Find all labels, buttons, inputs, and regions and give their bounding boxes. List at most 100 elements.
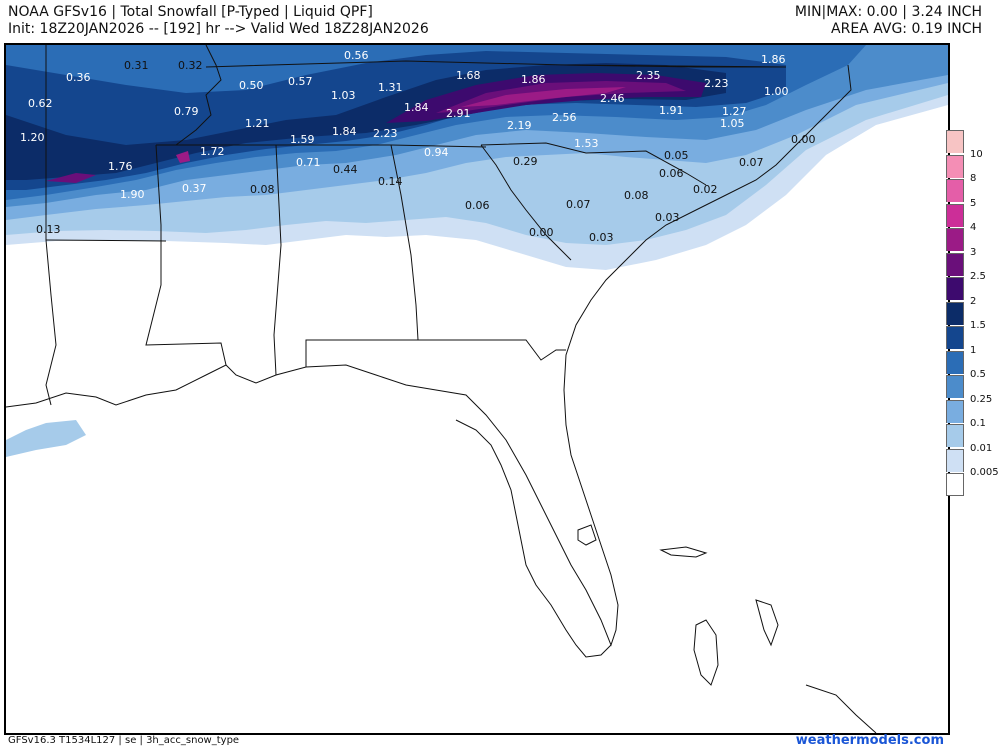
snowfall-value: 0.07 bbox=[566, 198, 591, 211]
init-valid-line: Init: 18Z20JAN2026 -- [192] hr --> Valid… bbox=[8, 21, 429, 37]
snowfall-value: 1.27 bbox=[722, 105, 747, 118]
snowfall-value: 0.08 bbox=[624, 189, 649, 202]
legend-swatch bbox=[946, 399, 964, 423]
min-max-value: MIN|MAX: 0.00 | 3.24 INCH bbox=[794, 4, 982, 20]
model-info: GFSv16.3 T1534L127 | se | 3h_acc_snow_ty… bbox=[8, 735, 240, 746]
va-nc-border bbox=[565, 64, 786, 68]
snowfall-value: 0.32 bbox=[178, 59, 203, 72]
la-ar-border bbox=[45, 239, 167, 242]
snowfall-value: 0.44 bbox=[333, 163, 358, 176]
snowfall-value: 2.19 bbox=[507, 119, 532, 132]
snowfall-value: 1.76 bbox=[108, 160, 133, 173]
legend-label: 1.5 bbox=[970, 320, 986, 331]
legend-swatch bbox=[946, 326, 964, 349]
area-average: AREA AVG: 0.19 INCH bbox=[831, 21, 982, 37]
snowfall-value: 1.00 bbox=[764, 85, 789, 98]
snowfall-value: 0.36 bbox=[66, 71, 91, 84]
bahamas-grand bbox=[659, 546, 708, 558]
al-ga-border bbox=[390, 144, 419, 341]
islands bbox=[577, 524, 877, 733]
legend-label: 0.1 bbox=[970, 418, 986, 429]
snowfall-value: 0.07 bbox=[739, 156, 764, 169]
snowfall-value: 1.72 bbox=[200, 145, 225, 158]
legend-swatch bbox=[946, 130, 964, 153]
snowfall-value: 1.84 bbox=[404, 101, 429, 114]
snowfall-value: 0.14 bbox=[378, 175, 403, 188]
legend-swatch bbox=[946, 301, 964, 325]
legend-swatch bbox=[946, 473, 964, 496]
snowfall-value: 0.03 bbox=[589, 231, 614, 244]
snowfall-value: 2.56 bbox=[552, 111, 577, 124]
snowfall-value: 0.00 bbox=[529, 226, 554, 239]
snowfall-value: 1.68 bbox=[456, 69, 481, 82]
brand-link[interactable]: weathermodels.com bbox=[795, 733, 944, 748]
tx-la-border bbox=[45, 239, 57, 406]
snowfall-value: 0.06 bbox=[659, 167, 684, 180]
map-canvas: 0.31 0.32 0.56 1.86 0.36 0.50 0.57 1.68 1.86 2.35… bbox=[6, 45, 948, 733]
florida-bottom bbox=[455, 419, 612, 658]
map-title: NOAA GFSv16 | Total Snowfall [P-Typed | … bbox=[8, 4, 373, 20]
snowfall-value: 1.91 bbox=[659, 104, 684, 117]
legend-swatch bbox=[946, 228, 964, 251]
legend-swatch bbox=[946, 350, 964, 374]
title-block: NOAA GFSv16 | Total Snowfall [P-Typed | … bbox=[8, 4, 429, 38]
snowfall-value: 1.53 bbox=[574, 137, 599, 150]
snowfall-value: 1.90 bbox=[120, 188, 145, 201]
snowfall-value: 0.57 bbox=[288, 75, 313, 88]
snowfall-value: 1.20 bbox=[20, 131, 45, 144]
snowfall-value: 0.03 bbox=[655, 211, 680, 224]
snowfall-value: 1.86 bbox=[761, 53, 786, 66]
snowfall-value: 0.00 bbox=[791, 133, 816, 146]
mo-bootheel bbox=[175, 45, 222, 146]
legend-label: 4 bbox=[970, 222, 977, 233]
legend-label: 3 bbox=[970, 246, 977, 258]
snowfall-value: 0.31 bbox=[124, 59, 149, 72]
cuba-outline bbox=[805, 684, 877, 733]
band-3-west bbox=[46, 173, 96, 183]
snowfall-value: 2.46 bbox=[600, 92, 625, 105]
legend-swatch bbox=[946, 277, 964, 300]
ms-al-border bbox=[273, 144, 282, 376]
gulf-border-ga-fl bbox=[305, 339, 566, 367]
snowfall-value: 2.91 bbox=[446, 107, 471, 120]
stats-block: MIN|MAX: 0.00 | 3.24 INCH AREA AVG: 0.19… bbox=[795, 4, 982, 38]
snowfall-value: 2.35 bbox=[636, 69, 661, 82]
legend-label: 0.005 bbox=[970, 467, 999, 478]
legend-swatch bbox=[946, 375, 964, 398]
band-3 bbox=[461, 87, 626, 107]
legend-label: 2.5 bbox=[970, 271, 986, 282]
snowfall-value: 0.02 bbox=[693, 183, 718, 196]
snowfall-value: 1.21 bbox=[245, 117, 270, 130]
snowfall-value: 1.86 bbox=[521, 73, 546, 86]
legend-label: 10 bbox=[970, 148, 983, 160]
tn-south-border bbox=[156, 144, 487, 148]
value-labels: 0.31 0.32 0.56 1.86 0.36 0.50 0.57 1.68 1.86 2.35… bbox=[20, 49, 816, 244]
boundaries bbox=[6, 45, 852, 658]
snowfall-value: 1.03 bbox=[331, 89, 356, 102]
legend-label: 2 bbox=[970, 295, 977, 307]
band-gulf-coast bbox=[6, 420, 86, 457]
legend-swatch bbox=[946, 252, 964, 276]
snowfall-value: 0.94 bbox=[424, 146, 449, 159]
snowfall-value: 0.29 bbox=[513, 155, 538, 168]
legend-label: 8 bbox=[970, 173, 977, 184]
nc-sc-border bbox=[480, 142, 707, 186]
snowfall-value: 0.50 bbox=[239, 79, 264, 92]
bahamas-andros bbox=[693, 619, 719, 686]
snowfall-value: 0.08 bbox=[250, 183, 275, 196]
lake-okeechobee bbox=[577, 524, 597, 546]
legend-label: 5 bbox=[970, 197, 977, 209]
legend-swatch bbox=[946, 448, 964, 472]
snowfall-value: 1.05 bbox=[720, 117, 745, 130]
snowfall-value: 0.79 bbox=[174, 105, 199, 118]
snowfall-value: 2.23 bbox=[704, 77, 729, 90]
snowfall-value: 0.13 bbox=[36, 223, 61, 236]
snowfall-value: 0.05 bbox=[664, 149, 689, 162]
band-3-west-core bbox=[176, 151, 190, 163]
ga-sc-border bbox=[480, 144, 572, 261]
ky-tn-border bbox=[205, 60, 787, 68]
snowfall-value: 1.31 bbox=[378, 81, 403, 94]
legend-swatch bbox=[946, 424, 964, 447]
la-ms-border bbox=[145, 144, 227, 366]
snowfall-value: 1.84 bbox=[332, 125, 357, 138]
